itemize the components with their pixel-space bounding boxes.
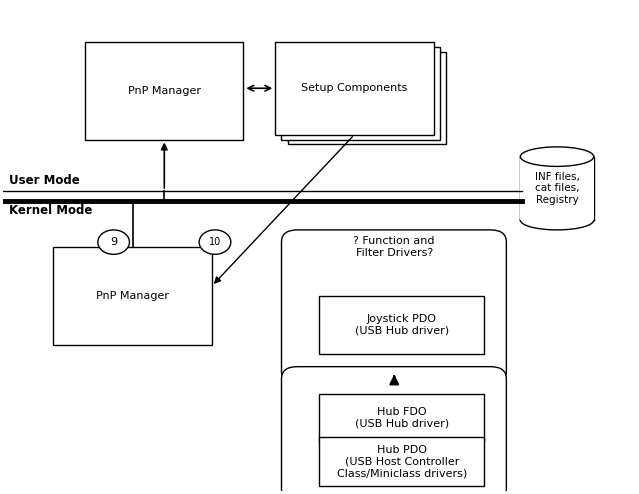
Text: Hub FDO
(USB Hub driver): Hub FDO (USB Hub driver) [355,407,449,429]
Text: User Mode: User Mode [9,174,80,187]
Bar [275,42,433,135]
Text: 10: 10 [209,237,221,247]
Bar [54,247,212,345]
Bar [320,394,484,443]
Circle shape [98,230,130,254]
Text: 9: 9 [110,237,117,247]
Bar [282,47,440,139]
Bar [288,51,446,144]
Text: PnP Manager: PnP Manager [128,85,201,96]
Bar [320,438,484,486]
Text: ? Function and
Filter Drivers?: ? Function and Filter Drivers? [353,236,435,258]
Bar [320,296,484,355]
Bar [85,42,243,139]
Bar [520,157,594,220]
Text: Kernel Mode: Kernel Mode [9,204,93,217]
FancyBboxPatch shape [282,367,506,494]
Ellipse shape [520,210,594,230]
Ellipse shape [520,147,594,166]
Text: Hub PDO
(USB Host Controller
Class/Miniclass drivers): Hub PDO (USB Host Controller Class/Minic… [337,445,467,479]
FancyBboxPatch shape [282,230,506,384]
Text: Joystick PDO
(USB Hub driver): Joystick PDO (USB Hub driver) [355,314,449,336]
Circle shape [199,230,231,254]
Text: Setup Components: Setup Components [301,83,408,93]
Text: INF files,
cat files,
Registry: INF files, cat files, Registry [535,172,580,205]
Text: PnP Manager: PnP Manager [96,291,169,301]
